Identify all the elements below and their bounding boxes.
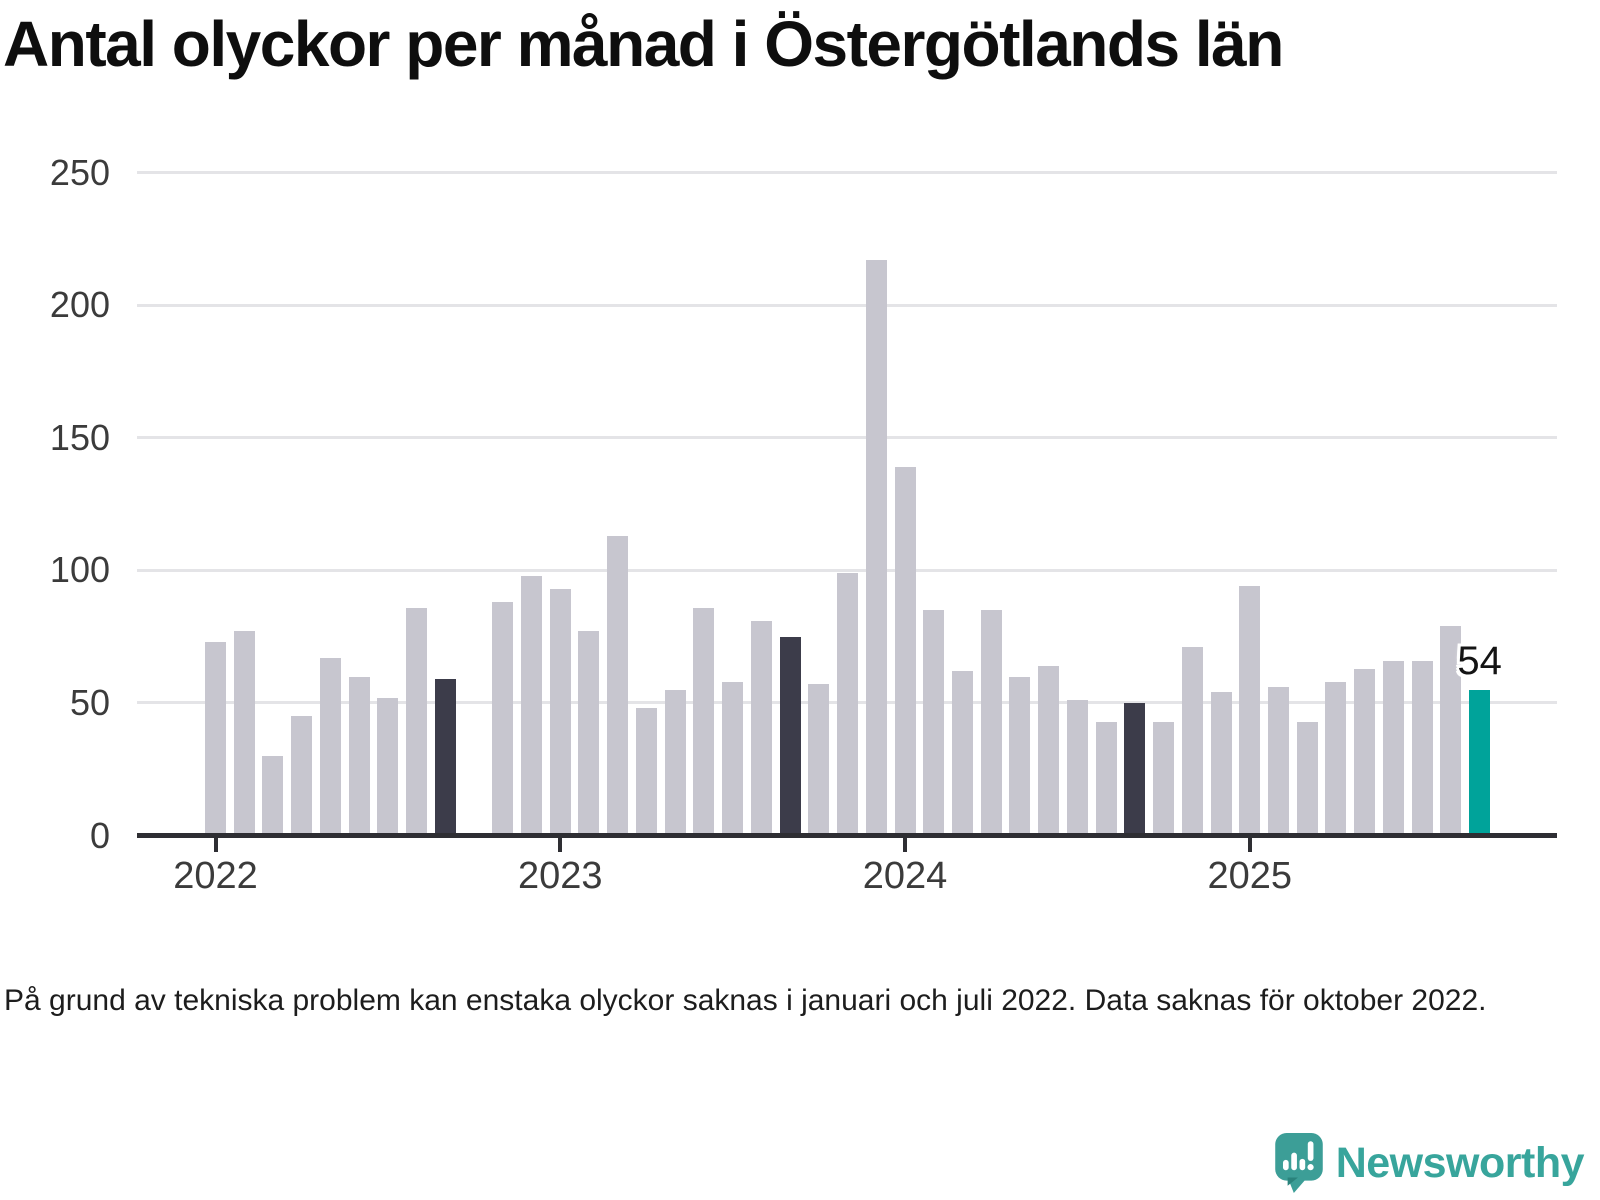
bar-2023-09: [779, 636, 801, 833]
bar-2024-11: [1181, 647, 1203, 833]
bar-2023-06: [693, 607, 715, 833]
bar-2024-05: [1009, 676, 1031, 833]
bar-2023-01: [549, 589, 571, 833]
value-label-54: 54: [1457, 638, 1502, 683]
gridline-200: [137, 303, 1557, 307]
bar-2022-08: [406, 607, 428, 833]
bar-2023-11: [837, 573, 859, 833]
bar-2024-01: [894, 467, 916, 833]
bar-2023-08: [750, 620, 772, 833]
gridline-100: [137, 568, 1557, 572]
year-tick-2023: [558, 838, 563, 852]
year-label-2024: 2024: [862, 855, 948, 897]
bar-2025-07: [1411, 660, 1433, 833]
bar-2022-11: [492, 602, 514, 833]
newsworthy-logo-text: Newsworthy: [1335, 1138, 1585, 1187]
year-tick-2025: [1247, 838, 1252, 852]
bar-2024-04: [980, 610, 1002, 833]
y-axis-label-150: 150: [49, 416, 110, 458]
bar-2022-09: [434, 679, 456, 833]
bar-2023-07: [722, 681, 744, 833]
newsworthy-logo-icon: [1274, 1133, 1323, 1193]
bar-2024-09: [1124, 703, 1146, 833]
y-axis-label-250: 250: [49, 151, 110, 193]
year-tick-2024: [903, 838, 908, 852]
chart-title: Antal olyckor per månad i Östergötlands …: [3, 8, 1284, 80]
bar-2024-12: [1210, 692, 1232, 833]
bar-2023-05: [664, 689, 686, 833]
bar-2024-10: [1153, 721, 1175, 833]
y-axis-label-0: 0: [89, 814, 110, 856]
y-axis-label-50: 50: [69, 681, 110, 723]
bar-2022-04: [291, 716, 313, 833]
gridline-150: [137, 436, 1557, 440]
bar-2022-02: [233, 631, 255, 833]
chart-footnote: På grund av tekniska problem kan enstaka…: [4, 984, 1487, 1017]
bar-2025-05: [1354, 668, 1376, 833]
newsworthy-logo: Newsworthy: [1274, 1132, 1585, 1194]
bar-2024-03: [951, 671, 973, 833]
bar-2025-01: [1239, 586, 1261, 833]
bar-2025-06: [1382, 660, 1404, 833]
y-axis-label-100: 100: [49, 549, 110, 591]
bar-2023-12: [865, 260, 887, 833]
bar-2025-04: [1325, 681, 1347, 833]
year-label-2025: 2025: [1207, 855, 1293, 897]
year-label-2022: 2022: [173, 855, 258, 897]
y-axis-label-200: 200: [49, 284, 110, 326]
bar-2022-07: [377, 697, 399, 833]
accidents-bar-chart: 0 50 100 150 200 250 2022 2023 2024 2025 54: [49, 151, 1557, 897]
bar-2022-03: [262, 756, 284, 833]
year-tick-2022: [213, 838, 218, 852]
bar-2024-02: [923, 610, 945, 833]
bar-2023-04: [635, 708, 657, 833]
bar-2023-10: [808, 684, 830, 833]
bar-2024-08: [1095, 721, 1117, 833]
bar-2024-07: [1066, 700, 1088, 833]
bar-2023-03: [607, 535, 629, 833]
bar-2025-02: [1268, 687, 1289, 833]
bar-2025-08: [1440, 626, 1462, 833]
x-axis-line: [137, 833, 1557, 838]
bar-2023-02: [578, 631, 600, 833]
year-label-2023: 2023: [517, 855, 603, 897]
bar-2022-06: [348, 676, 370, 833]
bar-2024-06: [1038, 665, 1060, 833]
bar-2022-05: [319, 657, 341, 833]
bar-2025-09: [1469, 689, 1491, 833]
gridline-250: [137, 171, 1557, 174]
bar-2022-01: [205, 642, 226, 833]
bar-2025-03: [1296, 721, 1318, 833]
bar-2022-12: [521, 575, 543, 833]
